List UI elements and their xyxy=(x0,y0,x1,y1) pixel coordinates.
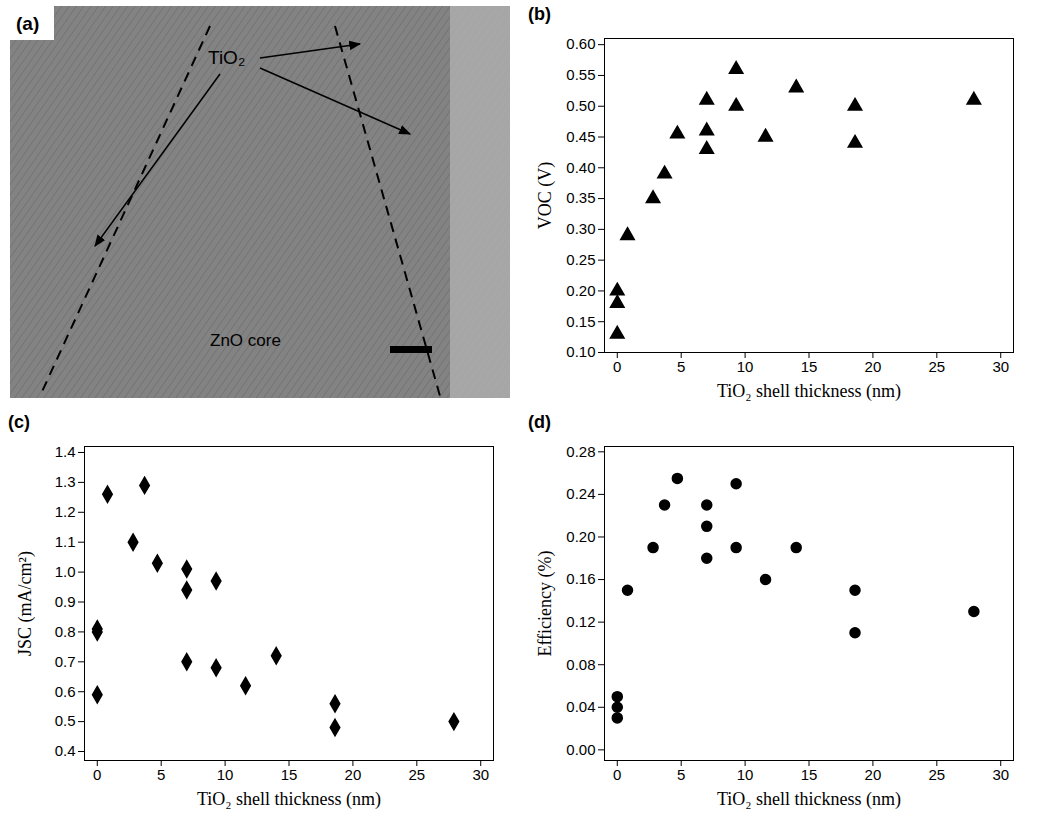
svg-text:30: 30 xyxy=(472,766,489,783)
svg-text:0.7: 0.7 xyxy=(55,653,76,670)
svg-text:1.3: 1.3 xyxy=(55,473,76,490)
svg-text:1.2: 1.2 xyxy=(55,503,76,520)
svg-text:0.45: 0.45 xyxy=(566,128,595,145)
svg-text:15: 15 xyxy=(281,766,298,783)
svg-text:0: 0 xyxy=(93,766,101,783)
svg-text:10: 10 xyxy=(217,766,234,783)
svg-text:20: 20 xyxy=(865,358,882,375)
svg-text:TiO₂ shell thickness (nm): TiO₂ shell thickness (nm) xyxy=(197,789,381,810)
svg-text:0.4: 0.4 xyxy=(55,742,76,759)
svg-text:(a): (a) xyxy=(16,13,39,34)
svg-text:0.6: 0.6 xyxy=(55,683,76,700)
html-text:(c): (c) xyxy=(8,412,30,432)
svg-text:Efficiency (%): Efficiency (%) xyxy=(535,550,556,656)
svg-text:0.5: 0.5 xyxy=(55,712,76,729)
svg-text:0.9: 0.9 xyxy=(55,593,76,610)
svg-text:30: 30 xyxy=(992,358,1009,375)
svg-text:TiO₂: TiO₂ xyxy=(208,47,245,68)
svg-text:20: 20 xyxy=(345,766,362,783)
svg-text:0.25: 0.25 xyxy=(566,251,595,268)
svg-text:25: 25 xyxy=(408,766,425,783)
svg-text:0.60: 0.60 xyxy=(566,35,595,52)
svg-text:5: 5 xyxy=(677,358,685,375)
svg-text:0.04: 0.04 xyxy=(566,698,595,715)
svg-text:0.50: 0.50 xyxy=(566,97,595,114)
svg-text:30: 30 xyxy=(992,766,1009,783)
html-text:(d): (d) xyxy=(528,412,551,432)
svg-text:VOC (V): VOC (V) xyxy=(535,162,556,230)
svg-text:0.12: 0.12 xyxy=(566,613,595,630)
svg-text:0: 0 xyxy=(613,358,621,375)
svg-text:5: 5 xyxy=(677,766,685,783)
svg-text:0.20: 0.20 xyxy=(566,528,595,545)
svg-text:0.15: 0.15 xyxy=(566,313,595,330)
svg-text:1.1: 1.1 xyxy=(55,533,76,550)
svg-text:25: 25 xyxy=(928,358,945,375)
svg-text:0.24: 0.24 xyxy=(566,485,595,502)
svg-text:0.30: 0.30 xyxy=(566,220,595,237)
svg-text:20: 20 xyxy=(865,766,882,783)
svg-text:15: 15 xyxy=(801,766,818,783)
svg-text:TiO₂ shell thickness (nm): TiO₂ shell thickness (nm) xyxy=(717,381,901,402)
svg-text:0.55: 0.55 xyxy=(566,66,595,83)
html-text:(b): (b) xyxy=(528,4,551,24)
svg-text:1.4: 1.4 xyxy=(55,443,76,460)
svg-text:0.16: 0.16 xyxy=(566,570,595,587)
svg-text:0.10: 0.10 xyxy=(566,343,595,360)
svg-text:JSC (mA/cm²): JSC (mA/cm²) xyxy=(15,551,36,656)
svg-text:0.20: 0.20 xyxy=(566,282,595,299)
svg-text:0.35: 0.35 xyxy=(566,189,595,206)
svg-text:ZnO core: ZnO core xyxy=(210,331,281,350)
svg-text:10: 10 xyxy=(737,766,754,783)
svg-text:15: 15 xyxy=(801,358,818,375)
svg-text:10: 10 xyxy=(737,358,754,375)
svg-text:0.08: 0.08 xyxy=(566,656,595,673)
svg-text:0.00: 0.00 xyxy=(566,741,595,758)
svg-text:1.0: 1.0 xyxy=(55,563,76,580)
svg-text:TiO₂ shell thickness (nm): TiO₂ shell thickness (nm) xyxy=(717,789,901,810)
svg-text:0.28: 0.28 xyxy=(566,443,595,460)
svg-text:0.40: 0.40 xyxy=(566,159,595,176)
svg-text:25: 25 xyxy=(928,766,945,783)
svg-text:5: 5 xyxy=(157,766,165,783)
svg-text:0.8: 0.8 xyxy=(55,623,76,640)
svg-text:0: 0 xyxy=(613,766,621,783)
